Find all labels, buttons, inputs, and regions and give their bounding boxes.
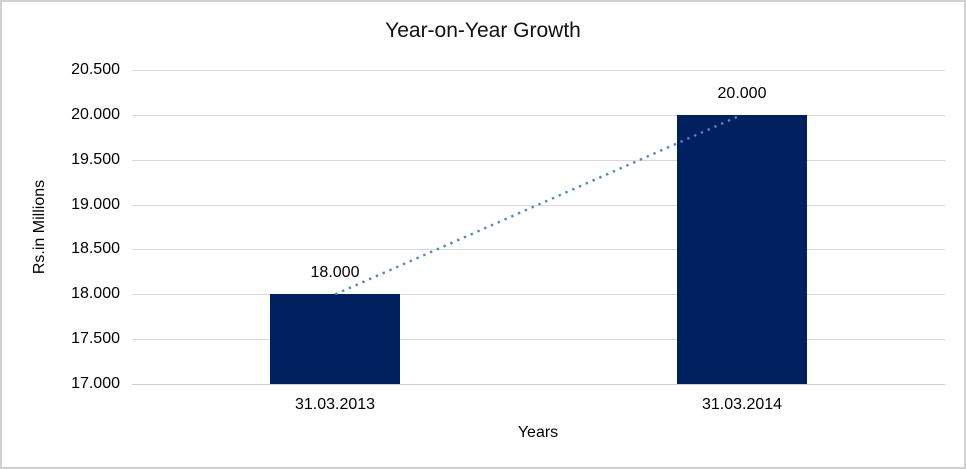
y-tick-label: 17.000 (71, 375, 120, 392)
y-axis-title: Rs.in Millions (31, 179, 48, 275)
y-tick-label: 18.500 (71, 240, 120, 257)
chart-title: Year-on-Year Growth (385, 19, 581, 42)
y-tick-label: 17.500 (71, 330, 120, 347)
bar-data-label: 20.000 (717, 85, 767, 102)
x-category-label: 31.03.2013 (294, 396, 376, 413)
gridline (132, 70, 945, 71)
bar-data-label: 18.000 (310, 264, 360, 281)
y-tick-label: 20.000 (71, 106, 120, 123)
gridline (132, 339, 945, 340)
bar (677, 115, 807, 384)
y-tick-label: 19.000 (71, 196, 120, 213)
bar (270, 294, 400, 384)
gridline (132, 115, 945, 116)
y-tick-label: 19.500 (71, 151, 120, 168)
x-axis-title: Years (517, 424, 559, 441)
y-tick-label: 20.500 (71, 61, 120, 78)
gridline (132, 249, 945, 250)
gridline (132, 205, 945, 206)
gridline (132, 384, 945, 385)
gridline (132, 294, 945, 295)
y-tick-label: 18.000 (71, 285, 120, 302)
gridline (132, 160, 945, 161)
x-category-label: 31.03.2014 (701, 396, 783, 413)
